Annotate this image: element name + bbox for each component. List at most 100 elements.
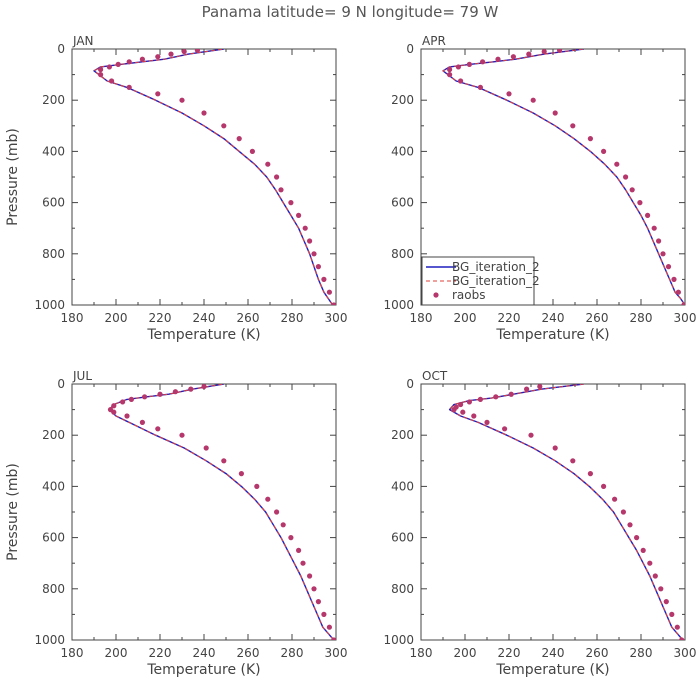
raobs-point — [296, 212, 302, 218]
y-tick-label: 600 — [42, 531, 65, 545]
raobs-point — [128, 396, 134, 402]
raobs-point — [201, 110, 207, 116]
raobs-point — [155, 426, 161, 432]
raobs-point — [265, 496, 271, 502]
x-tick-label: 260 — [237, 646, 260, 660]
raobs-point — [570, 458, 576, 464]
raobs-point — [637, 200, 643, 206]
raobs-point — [321, 276, 327, 282]
raobs-point — [238, 471, 244, 477]
raobs-point — [453, 404, 459, 410]
raobs-point — [460, 409, 466, 415]
raobs-point — [587, 471, 594, 477]
x-tick-label: 240 — [542, 646, 565, 660]
panel-label: OCT — [422, 369, 448, 383]
model-line-dashed — [442, 49, 685, 305]
x-tick-label: 280 — [630, 311, 653, 325]
raobs-point — [652, 573, 658, 579]
raobs-point — [645, 212, 651, 218]
raobs-point — [109, 78, 115, 84]
y-tick-label: 0 — [406, 42, 414, 56]
raobs-point — [552, 110, 558, 116]
raobs-point — [126, 59, 132, 65]
raobs-point — [587, 136, 594, 142]
raobs-point — [179, 432, 185, 438]
x-tick-label: 200 — [454, 646, 477, 660]
raobs-point — [541, 49, 547, 55]
raobs-point — [315, 264, 321, 270]
x-tick-label: 240 — [193, 646, 216, 660]
raobs-point — [194, 49, 200, 53]
y-tick-label: 800 — [391, 247, 414, 261]
raobs-point — [669, 611, 675, 618]
raobs-point — [288, 200, 294, 206]
y-tick-label: 1000 — [383, 298, 414, 312]
y-tick-label: 0 — [57, 42, 65, 56]
raobs-point — [203, 445, 209, 451]
raobs-point — [307, 238, 313, 244]
raobs-point — [477, 84, 483, 90]
raobs-point — [601, 148, 607, 154]
x-axis-title: Temperature (K) — [495, 662, 609, 678]
y-tick-label: 1000 — [34, 633, 65, 647]
raobs-point — [528, 432, 534, 438]
raobs-point — [274, 509, 280, 515]
raobs-point — [458, 401, 464, 408]
x-tick-label: 260 — [237, 311, 260, 325]
raobs-point — [155, 54, 161, 60]
raobs-point — [331, 637, 336, 640]
raobs-point — [477, 396, 483, 402]
y-tick-label: 0 — [406, 377, 414, 391]
raobs-point — [288, 535, 294, 541]
y-tick-label: 0 — [57, 377, 65, 391]
y-tick-label: 1000 — [34, 298, 65, 312]
raobs-point — [510, 54, 516, 60]
raobs-point — [634, 535, 640, 541]
raobs-point — [447, 72, 453, 78]
raobs-point — [168, 51, 174, 57]
panel-label: JUL — [72, 369, 92, 383]
raobs-point — [552, 445, 558, 451]
raobs-point — [265, 161, 271, 167]
raobs-point — [647, 560, 653, 566]
raobs-point — [458, 78, 464, 84]
raobs-point — [524, 386, 530, 392]
model-line-dashed — [449, 384, 684, 640]
raobs-point — [331, 302, 336, 305]
chart-panel-apr: 180 200 220 240 260 280 300 0 200 400 600 800 1000 AP… — [383, 34, 696, 343]
raobs-point — [623, 174, 629, 180]
y-tick-label: 400 — [42, 144, 65, 158]
raobs-point — [471, 413, 477, 419]
raobs-point — [98, 66, 104, 73]
raobs-point — [447, 66, 453, 73]
y-tick-label: 800 — [42, 582, 65, 596]
x-tick-label: 220 — [149, 311, 172, 325]
x-tick-label: 200 — [105, 646, 128, 660]
y-tick-label: 400 — [391, 144, 414, 158]
y-tick-label: 200 — [391, 428, 414, 442]
x-tick-label: 300 — [325, 311, 348, 325]
raobs-point — [142, 394, 148, 400]
raobs-point — [495, 56, 501, 62]
raobs-point — [300, 560, 306, 566]
raobs-point — [181, 49, 187, 55]
raobs-point — [674, 624, 680, 630]
raobs-point — [321, 611, 327, 618]
raobs-point — [139, 419, 145, 425]
raobs-point — [629, 187, 635, 193]
raobs-point — [627, 522, 633, 528]
raobs-point — [155, 91, 161, 97]
raobs-point — [311, 586, 317, 592]
raobs-point — [526, 51, 532, 57]
plot-area — [93, 49, 336, 305]
raobs-point — [601, 483, 607, 489]
raobs-point — [307, 573, 313, 579]
x-tick-label: 180 — [61, 646, 84, 660]
raobs-point — [466, 61, 472, 67]
raobs-point — [326, 289, 332, 295]
x-tick-label: 300 — [674, 646, 697, 660]
raobs-point — [614, 161, 620, 167]
raobs-point — [620, 509, 627, 515]
plot-area — [107, 384, 336, 640]
raobs-point — [675, 289, 682, 295]
